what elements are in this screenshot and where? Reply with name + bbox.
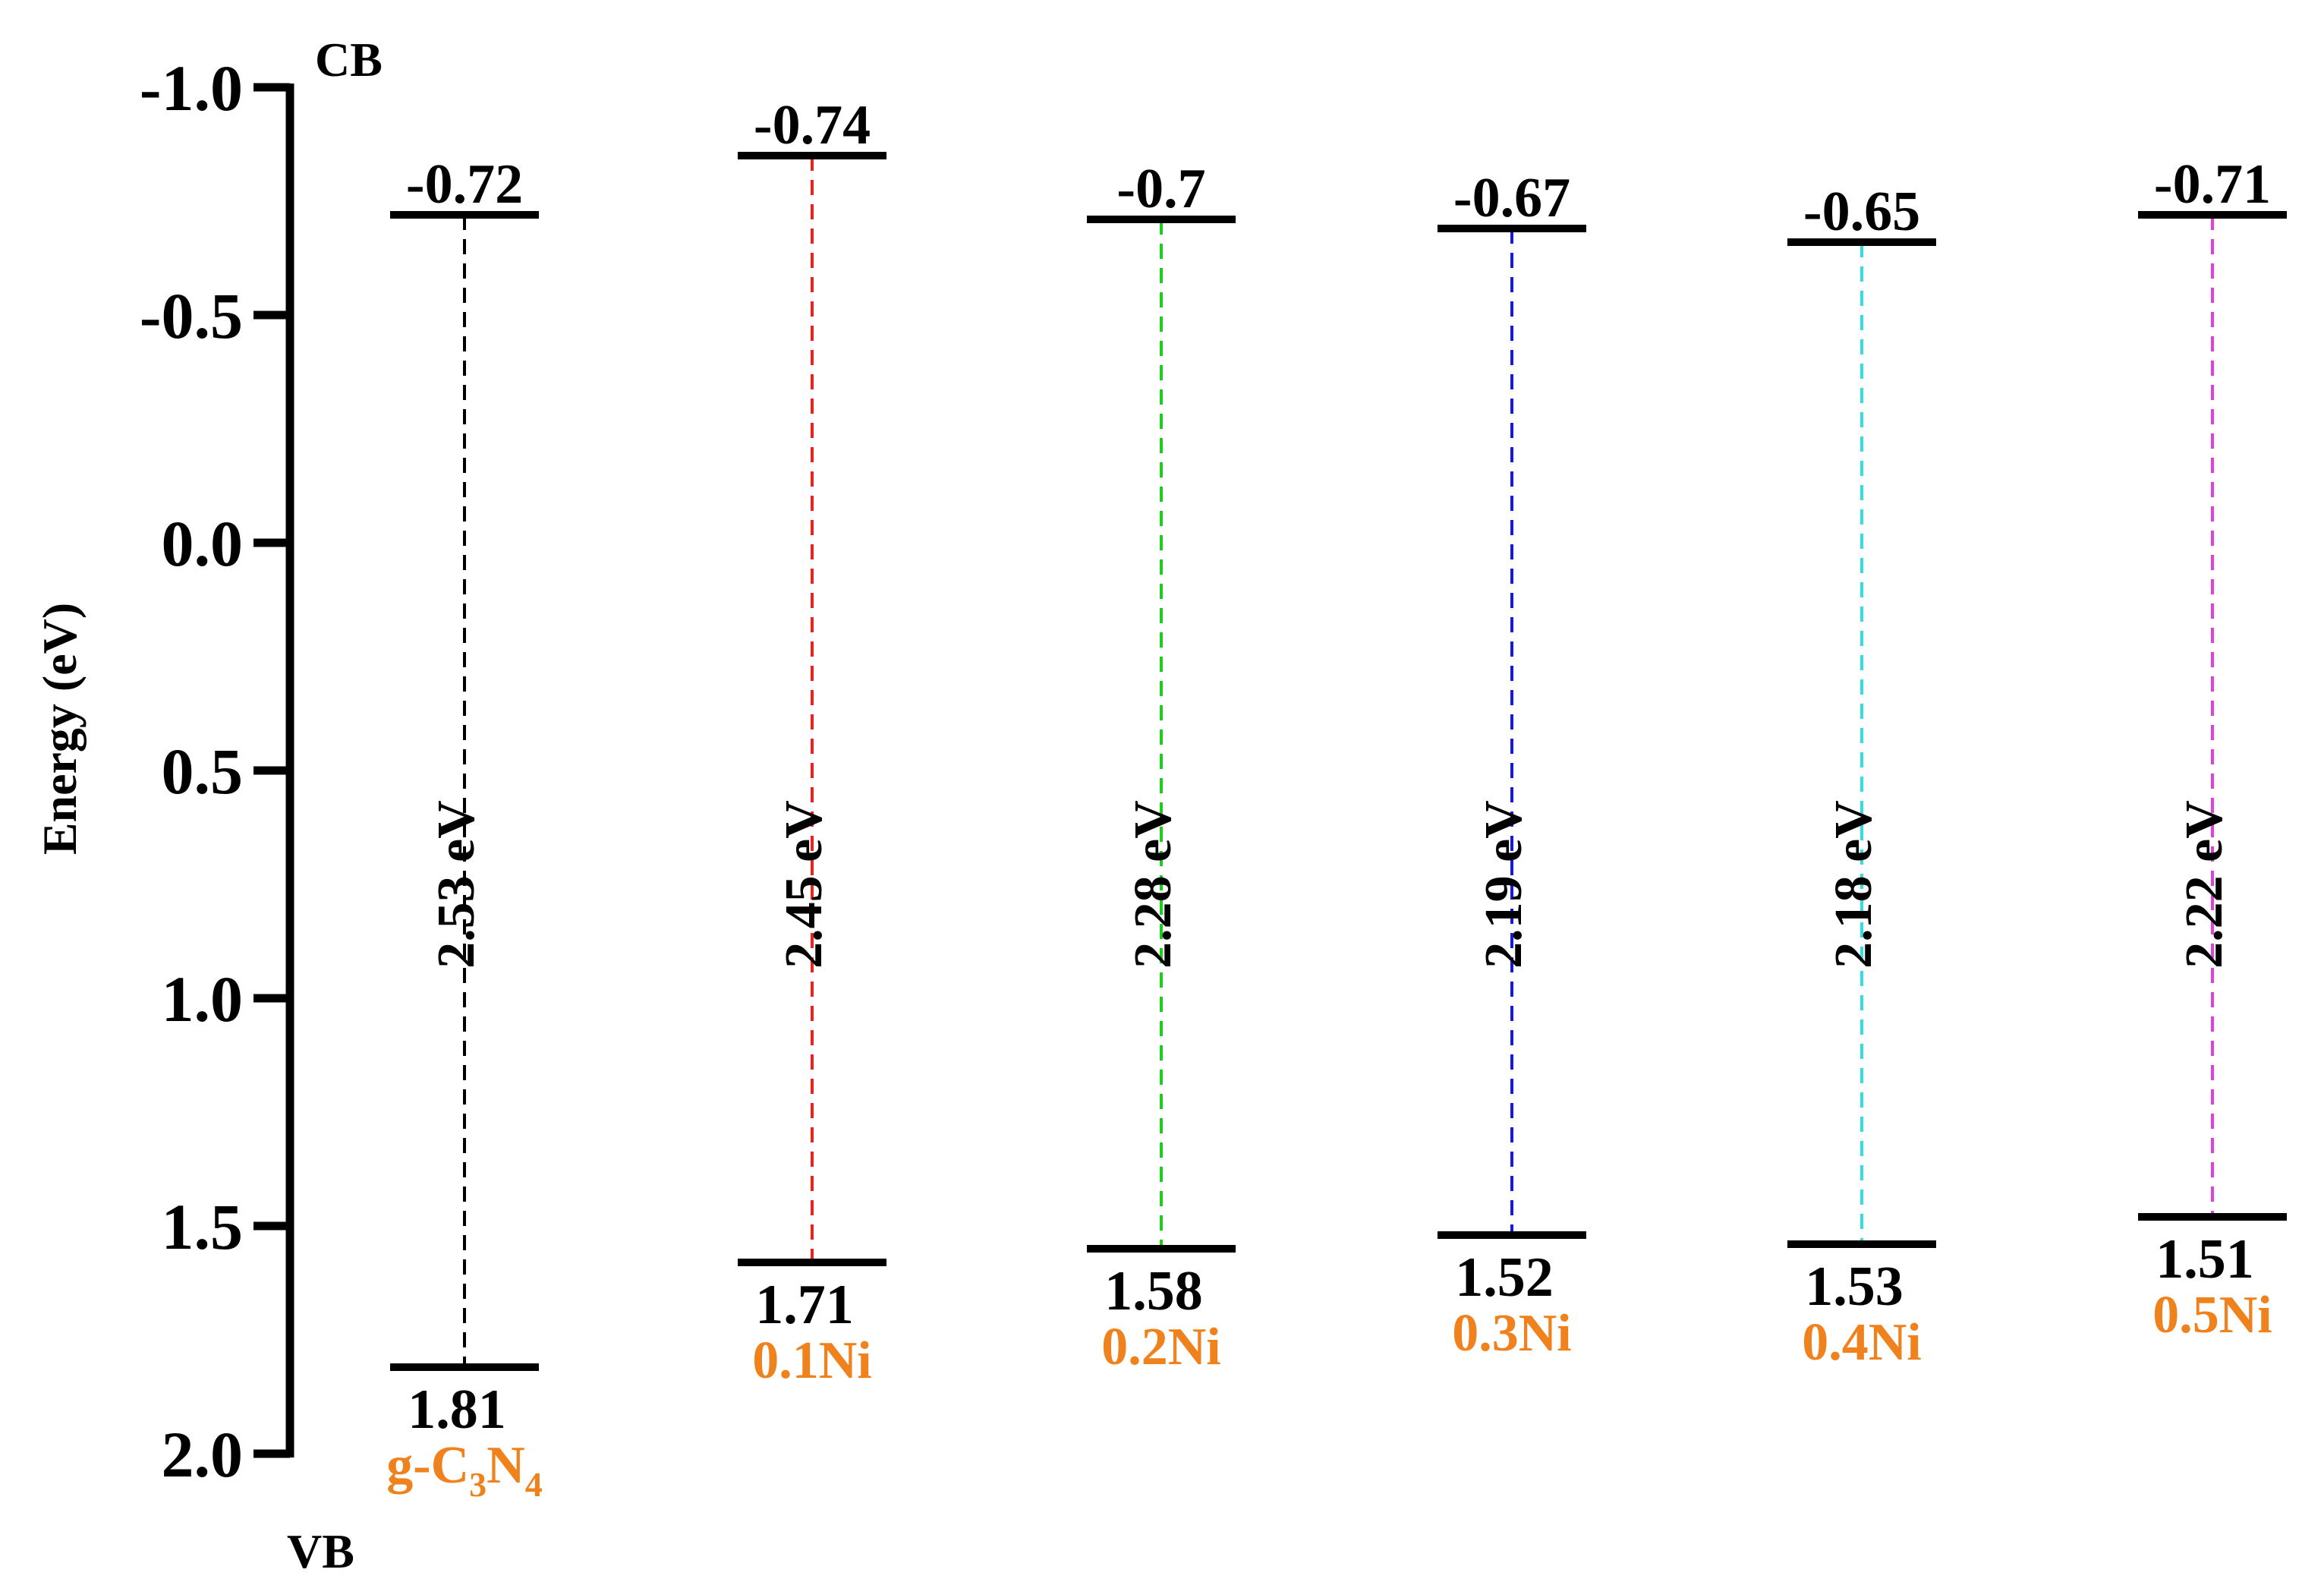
sample-name-label: 0.2Ni	[1101, 1318, 1221, 1376]
cb-value-label: -0.65	[1803, 181, 1920, 243]
y-axis: -1.0 -0.5 0.0 0.5 1.0 1.5 2.0	[140, 52, 294, 1491]
sample-name-label: 0.5Ni	[2152, 1286, 2272, 1344]
cb-value-label: -0.67	[1453, 167, 1570, 229]
band-gap-label: 2.19 eV	[1475, 800, 1533, 969]
sample-name-label: 0.1Ni	[752, 1331, 872, 1390]
sample-0.5Ni: -0.71 1.51 2.22 eV 0.5Ni	[2138, 153, 2287, 1344]
y-tick-label: 1.5	[162, 1190, 244, 1263]
band-gap-label: 2.22 eV	[2175, 800, 2234, 969]
vb-value-label: 1.58	[1104, 1260, 1203, 1322]
vb-value-label: 1.71	[755, 1274, 854, 1336]
band-gap-label: 2.18 eV	[1825, 800, 1883, 969]
sample-0.1Ni: -0.74 1.71 2.45 eV 0.1Ni	[738, 94, 886, 1390]
sample-0.3Ni: -0.67 1.52 2.19 eV 0.3Ni	[1438, 167, 1586, 1363]
sample-0.4Ni: -0.65 1.53 2.18 eV 0.4Ni	[1787, 181, 1936, 1372]
y-ticks: -1.0 -0.5 0.0 0.5 1.0 1.5 2.0	[140, 52, 290, 1491]
cb-value-label: -0.72	[406, 153, 523, 216]
vb-value-label: 1.53	[1805, 1256, 1904, 1318]
y-axis-title: Energy (eV)	[33, 603, 87, 855]
y-tick-label: 2.0	[162, 1418, 244, 1491]
samples: -0.72 1.81 2.53 eV g-C3N4 -0.74 1.71 2.45 eV 0.…	[386, 94, 2287, 1504]
vb-value-label: 1.81	[408, 1379, 506, 1441]
y-tick-label: 1.0	[162, 963, 244, 1035]
vb-value-label: 1.51	[2156, 1228, 2254, 1290]
cb-value-label: -0.74	[754, 94, 871, 156]
sample-name-label: 0.3Ni	[1452, 1304, 1572, 1363]
y-tick-label: -1.0	[140, 52, 243, 124]
y-tick-label: 0.0	[162, 507, 244, 580]
cb-value-label: -0.71	[2154, 153, 2271, 216]
sample-name-label: 0.4Ni	[1802, 1313, 1922, 1372]
cb-value-label: -0.7	[1116, 158, 1205, 220]
cb-label: CB	[315, 33, 383, 87]
sample-0.2Ni: -0.7 1.58 2.28 eV 0.2Ni	[1087, 158, 1236, 1376]
sample-name-label: g-C3N4	[386, 1436, 542, 1504]
sample-g-C3N4: -0.72 1.81 2.53 eV g-C3N4	[386, 153, 542, 1504]
vb-value-label: 1.52	[1455, 1246, 1554, 1309]
band-gap-label: 2.45 eV	[775, 800, 833, 969]
vb-label: VB	[287, 1524, 354, 1578]
y-tick-label: -0.5	[140, 279, 243, 352]
y-tick-label: 0.5	[162, 735, 244, 808]
band-gap-label: 2.53 eV	[427, 800, 486, 969]
band-gap-label: 2.28 eV	[1124, 800, 1182, 969]
